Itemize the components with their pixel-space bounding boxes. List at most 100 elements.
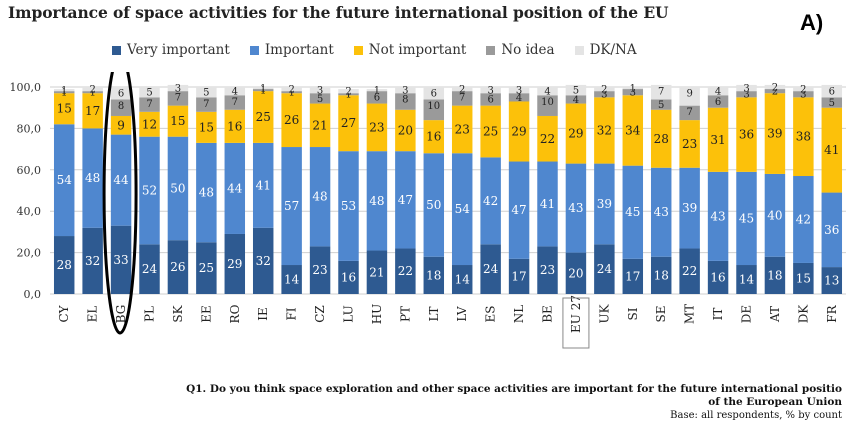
bar-segment-not-important <box>167 105 189 137</box>
y-tick-label: 0,0 <box>24 288 42 301</box>
legend-label: Very important <box>127 42 230 58</box>
x-tick-label: HU <box>370 304 384 325</box>
data-label: 4 <box>544 87 550 98</box>
data-label: 3 <box>800 90 806 101</box>
bar-segment-very-important <box>139 244 160 294</box>
x-tick-label: EU 27 <box>569 295 583 333</box>
bar-segment-important <box>338 151 359 261</box>
bar-segment-very-important <box>622 258 644 294</box>
legend-item-very-important: Very important <box>112 42 230 58</box>
data-label: 47 <box>511 203 526 217</box>
x-tick-label: SK <box>171 304 185 322</box>
legend-item-important: Important <box>249 42 334 58</box>
bar-segment-no-idea <box>451 91 473 106</box>
bar-segment-very-important <box>565 252 587 294</box>
bar-segment-dk-na <box>451 87 473 92</box>
bar-segment-not-important <box>821 107 843 193</box>
x-tick-label: BG <box>114 305 128 324</box>
data-label: 48 <box>312 190 327 204</box>
bar-segment-very-important <box>110 225 132 294</box>
bar-segment-very-important <box>224 233 246 294</box>
bar-segment-dk-na <box>110 87 132 100</box>
panel-label: A) <box>800 10 824 35</box>
caption: Q1. Do you think space exploration and o… <box>42 383 842 422</box>
data-label: 29 <box>511 125 526 139</box>
bar-segment-important <box>451 153 473 266</box>
bar-segment-very-important <box>82 227 103 294</box>
bar-segment-very-important <box>395 248 416 294</box>
bar-segment-very-important <box>252 227 274 294</box>
data-label: 2 <box>89 85 95 96</box>
bar-segment-very-important <box>423 256 445 294</box>
data-label: 8 <box>118 101 124 112</box>
bar-segment-very-important <box>764 256 786 294</box>
data-label: 33 <box>113 253 128 267</box>
bar-segment-important <box>679 167 700 249</box>
data-label: 16 <box>426 130 441 144</box>
x-tick-label: EE <box>199 305 213 323</box>
bar-segment-important <box>650 167 672 257</box>
data-label: 20 <box>398 123 413 137</box>
bar-segment-very-important <box>508 258 530 294</box>
bar-segment-very-important <box>736 265 757 294</box>
legend-swatch <box>249 45 259 55</box>
data-label: 17 <box>511 269 526 283</box>
data-label: 10 <box>541 97 554 108</box>
data-label: 2 <box>772 87 778 98</box>
x-tick-label: UK <box>597 303 611 323</box>
data-label: 25 <box>199 261 214 275</box>
bar-segment-no-idea <box>565 95 587 104</box>
bar-segment-dk-na <box>196 87 217 98</box>
bar-segment-dk-na <box>53 89 75 92</box>
data-label: 18 <box>767 268 782 282</box>
bar-segment-not-important <box>53 93 75 125</box>
data-label: 32 <box>597 123 612 137</box>
bar-segment-important <box>821 192 843 268</box>
legend-label: Important <box>264 42 334 58</box>
x-tick-label: IT <box>711 308 725 321</box>
data-label: 54 <box>455 202 471 216</box>
bar-segment-no-idea <box>167 91 189 106</box>
data-label: 23 <box>455 122 470 136</box>
bar-segment-not-important <box>139 111 160 137</box>
data-label: 3 <box>601 90 607 101</box>
data-label: 3 <box>743 90 749 101</box>
bar-segment-not-important <box>650 109 672 168</box>
data-label: 12 <box>142 117 157 131</box>
data-label: 47 <box>398 193 413 207</box>
bar-segment-no-idea <box>338 93 359 96</box>
data-label: 44 <box>113 173 129 187</box>
data-label: 26 <box>284 113 299 127</box>
data-label: 8 <box>402 95 408 106</box>
data-label: 18 <box>426 268 441 282</box>
bar-segment-important <box>707 171 729 261</box>
bar-segment-very-important <box>679 248 700 294</box>
bar-segment-not-important <box>736 97 757 172</box>
data-label: 54 <box>57 173 73 187</box>
bar-segment-no-idea <box>53 91 75 94</box>
data-label: 6 <box>487 95 493 106</box>
bar-segment-not-important <box>707 107 729 172</box>
bar-segment-no-idea <box>110 99 132 116</box>
data-label: 38 <box>796 130 811 144</box>
bar-segment-important <box>53 124 75 237</box>
bar-segment-no-idea <box>537 95 558 116</box>
data-label: 10 <box>427 101 440 112</box>
bar-segment-important <box>508 161 530 259</box>
data-label: 40 <box>767 208 782 222</box>
data-label: 1 <box>345 90 351 101</box>
bar-segment-no-idea <box>736 91 757 98</box>
data-label: 1 <box>630 84 636 95</box>
bar-segment-important <box>167 136 189 241</box>
bar-segment-important <box>110 134 132 226</box>
bar-segment-dk-na <box>736 84 757 92</box>
bar-segment-important <box>764 173 786 257</box>
bar-segment-dk-na <box>707 87 729 96</box>
bar-segment-very-important <box>650 256 672 294</box>
bar-segment-not-important <box>224 109 246 143</box>
data-label: 22 <box>682 264 697 278</box>
bar-segment-very-important <box>53 236 75 294</box>
bar-segment-no-idea <box>281 91 302 94</box>
data-label: 6 <box>829 86 835 97</box>
data-label: 32 <box>256 254 271 268</box>
